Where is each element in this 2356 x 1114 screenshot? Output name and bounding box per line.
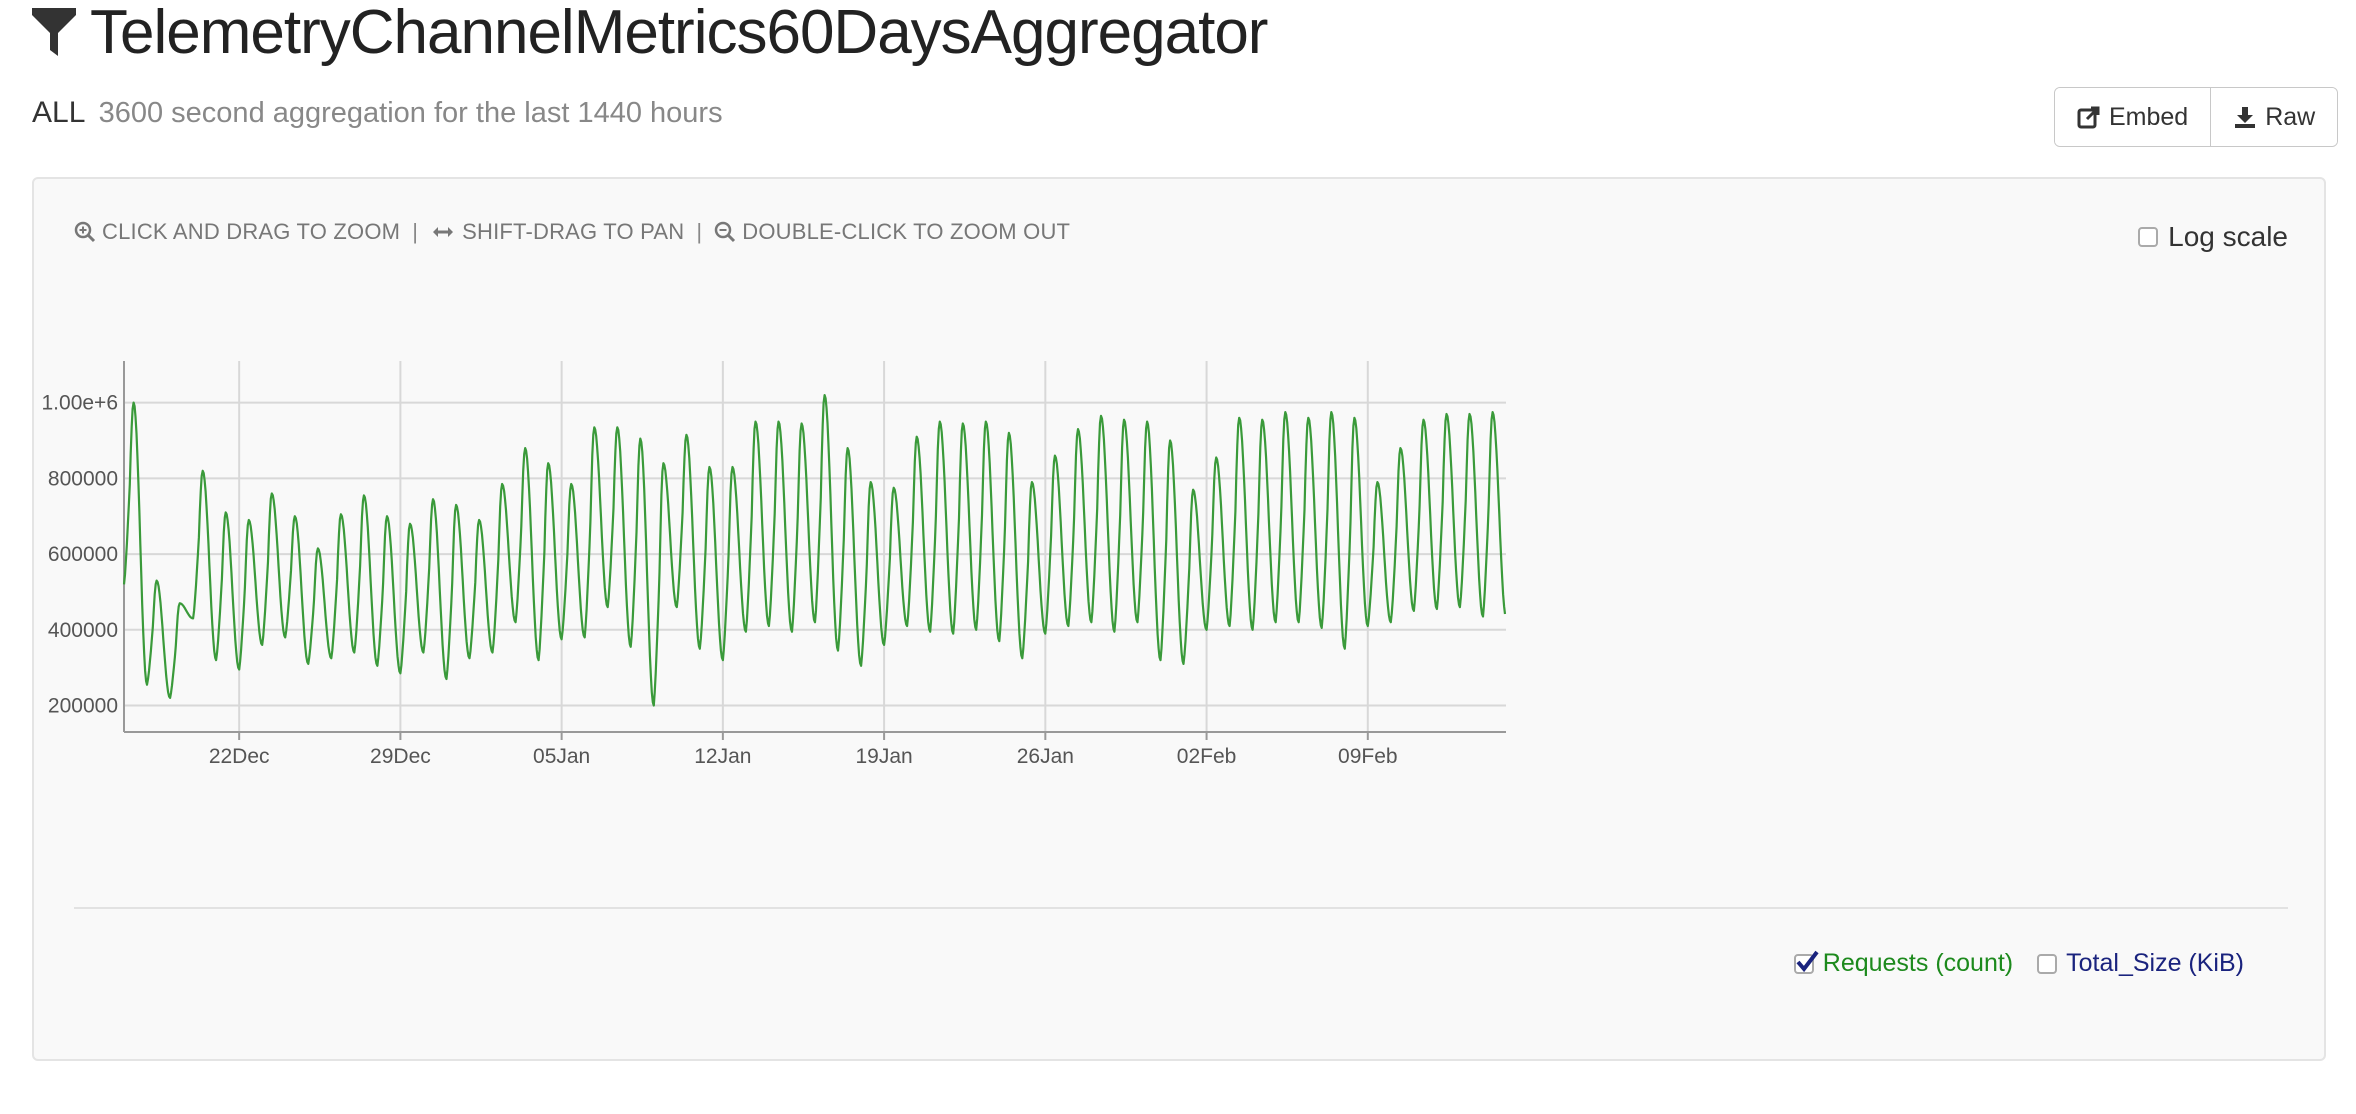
legend-item-requests[interactable]: Requests (count) <box>1793 949 2014 978</box>
hint-zoom: CLICK AND DRAG TO ZOOM <box>102 219 401 244</box>
y-axis-labels: 200000 400000 600000 800000 1.00e+6 <box>42 392 119 718</box>
legend-label-requests: Requests (count) <box>1822 949 2014 977</box>
external-link-icon <box>2077 106 2100 129</box>
series-group <box>122 393 1507 707</box>
zoom-in-icon <box>74 221 96 243</box>
hint-zoom-out: DOUBLE-CLICK TO ZOOM OUT <box>742 219 1071 244</box>
hint-pan: SHIFT-DRAG TO PAN <box>462 219 685 244</box>
x-tick-label: 29Dec <box>370 745 431 768</box>
page-title: TelemetryChannelMetrics60DaysAggregator <box>32 0 1268 68</box>
legend-item-total-size[interactable]: Total_Size (KiB) <box>2037 949 2244 978</box>
zoom-out-icon <box>715 221 736 243</box>
series-line-0 <box>122 393 1507 707</box>
embed-label: Embed <box>2109 102 2189 131</box>
x-tick-label: 22Dec <box>209 745 270 768</box>
x-tick-label: 12Jan <box>694 745 751 768</box>
checkmark-icon <box>1796 950 1819 972</box>
hint-separator: | <box>696 219 703 244</box>
x-axis-labels: 22Dec 29Dec 05Jan 12Jan 19Jan 26Jan 02Feb 09Feb <box>209 745 1398 768</box>
axes <box>123 361 1506 740</box>
subtitle: ALL 3600 second aggregation for the last… <box>32 96 723 130</box>
legend-divider <box>74 907 2288 909</box>
chart-panel: CLICK AND DRAG TO ZOOM | SHIFT-DRAG TO P… <box>32 177 2326 1061</box>
interaction-hints: CLICK AND DRAG TO ZOOM | SHIFT-DRAG TO P… <box>74 219 1070 245</box>
x-tick-label: 02Feb <box>1177 745 1237 768</box>
filter-icon <box>32 8 76 56</box>
y-tick-label: 800000 <box>48 467 118 490</box>
y-tick-label: 1.00e+6 <box>42 392 119 415</box>
download-icon <box>2235 107 2256 128</box>
page-title-text: TelemetryChannelMetrics60DaysAggregator <box>90 0 1268 67</box>
arrows-horizontal-icon <box>433 227 454 237</box>
x-tick-label: 09Feb <box>1338 745 1398 768</box>
embed-button[interactable]: Embed <box>2055 88 2211 146</box>
hint-separator: | <box>412 219 419 244</box>
raw-button[interactable]: Raw <box>2210 88 2338 146</box>
x-tick-label: 26Jan <box>1017 745 1074 768</box>
plot-area: 200000 400000 600000 800000 1.00e+6 22Dec 29De… <box>42 361 1507 768</box>
y-tick-label: 600000 <box>48 543 118 566</box>
raw-label: Raw <box>2265 102 2316 131</box>
y-tick-label: 200000 <box>48 695 118 718</box>
y-tick-label: 400000 <box>48 619 118 642</box>
x-tick-label: 05Jan <box>533 745 590 768</box>
grid <box>124 361 1506 732</box>
export-button-group: Embed Raw <box>2054 87 2339 147</box>
log-scale-toggle[interactable]: Log scale <box>2138 221 2288 253</box>
legend-label-total-size: Total_Size (KiB) <box>2066 949 2244 977</box>
requests-checkbox[interactable] <box>1793 950 1819 974</box>
legend: Requests (count) Total_Size (KiB) <box>1793 949 2244 978</box>
line-chart[interactable]: 200000 400000 600000 800000 1.00e+6 22Dec 29De… <box>34 179 2324 879</box>
subtitle-description: 3600 second aggregation for the last 144… <box>98 97 723 129</box>
x-tick-label: 19Jan <box>855 745 912 768</box>
log-scale-label: Log scale <box>2168 221 2288 252</box>
log-scale-checkbox[interactable] <box>2138 227 2159 247</box>
subtitle-scope: ALL <box>32 96 85 129</box>
total-size-checkbox[interactable] <box>2037 953 2058 974</box>
